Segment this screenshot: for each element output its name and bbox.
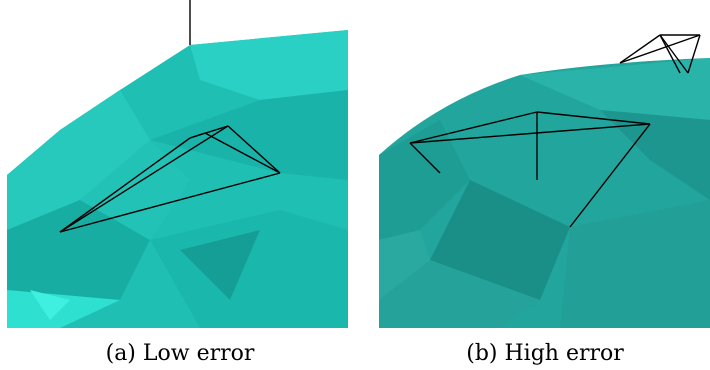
caption: (a) Low error xyxy=(106,341,255,366)
caption: (b) High error xyxy=(466,341,624,366)
render-high-error xyxy=(379,0,710,328)
render-low-error xyxy=(7,0,348,328)
figure: (a) Low error (b) High error xyxy=(0,0,710,370)
